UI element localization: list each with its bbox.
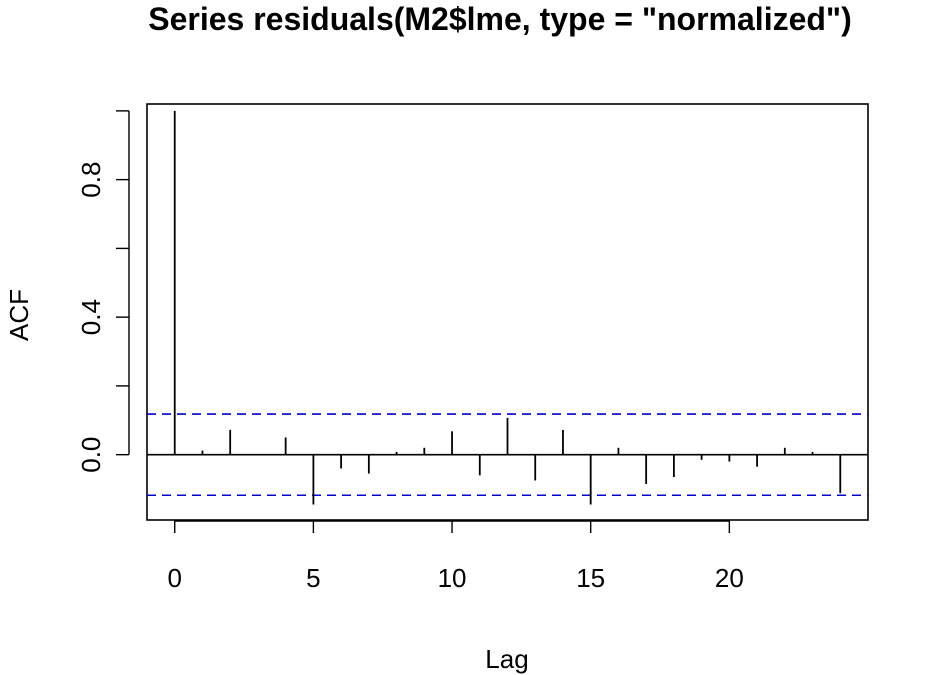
plot-frame bbox=[146, 103, 869, 521]
x-tick-label: 15 bbox=[576, 563, 605, 593]
chart-title: Series residuals(M2$lme, type = "normali… bbox=[148, 1, 852, 37]
x-tick-label: 10 bbox=[438, 563, 467, 593]
x-tick-label: 5 bbox=[306, 563, 320, 593]
y-tick-label: 0.0 bbox=[76, 437, 106, 473]
y-axis-label: ACF bbox=[4, 289, 34, 341]
x-axis-label: Lag bbox=[485, 644, 528, 674]
y-tick-label: 0.8 bbox=[76, 162, 106, 198]
x-tick-label: 20 bbox=[715, 563, 744, 593]
x-tick-label: 0 bbox=[167, 563, 181, 593]
plot-area: 0 5 10 15 20 0.0 0.4 0.8 bbox=[76, 103, 869, 593]
y-tick-label: 0.4 bbox=[76, 299, 106, 335]
